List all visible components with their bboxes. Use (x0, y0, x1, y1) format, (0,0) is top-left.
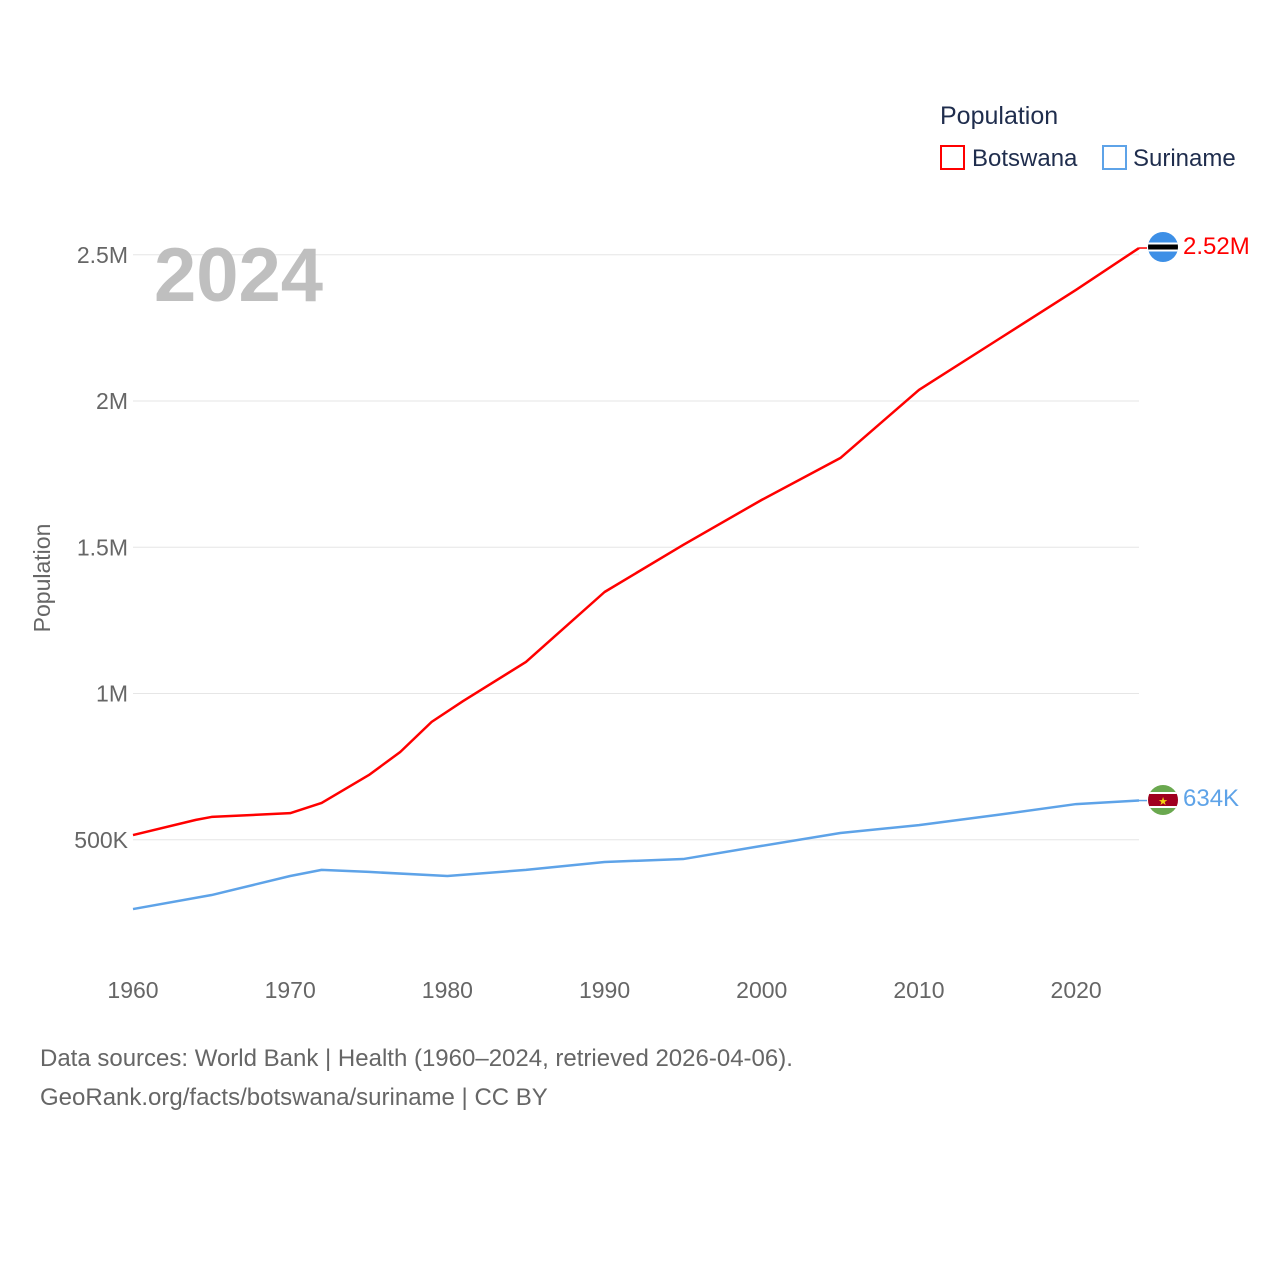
x-tick-label: 1990 (579, 977, 630, 1003)
legend-swatch-suriname (1102, 145, 1127, 170)
year-label: 2024 (154, 233, 323, 318)
legend-label-botswana: Botswana (972, 145, 1078, 172)
legend-title: Population (940, 102, 1058, 130)
suriname-flag-icon: ★ (1148, 785, 1178, 815)
y-axis: 500K 1M 1.5M 2M 2.5M (74, 242, 128, 853)
legend-item-suriname[interactable]: Suriname (1102, 145, 1236, 172)
legend-item-botswana[interactable]: Botswana (940, 145, 1078, 172)
x-tick-label: 1970 (265, 977, 316, 1003)
x-tick-label: 1980 (422, 977, 473, 1003)
botswana-flag-icon (1148, 232, 1178, 262)
end-label-suriname: 634K (1183, 785, 1239, 812)
grid (133, 254, 1139, 841)
y-tick-label: 1.5M (77, 534, 128, 560)
y-axis-label: Population (29, 524, 55, 633)
x-tick-label: 2020 (1051, 977, 1102, 1003)
y-tick-label: 2.5M (77, 242, 128, 268)
x-tick-label: 2010 (893, 977, 944, 1003)
x-tick-label: 2000 (736, 977, 787, 1003)
x-axis: 1960 1970 1980 1990 2000 2010 2020 (107, 977, 1101, 1003)
svg-text:★: ★ (1158, 796, 1168, 808)
footer-sources: Data sources: World Bank | Health (1960–… (40, 1045, 793, 1072)
series-line-botswana (132, 246, 1140, 837)
y-tick-label: 1M (96, 681, 128, 707)
x-tick-label: 1960 (107, 977, 158, 1003)
y-tick-label: 500K (74, 827, 128, 853)
series-lines (132, 246, 1147, 911)
series-line-suriname (132, 799, 1140, 911)
legend-swatch-botswana (940, 145, 965, 170)
footer-attribution: GeoRank.org/facts/botswana/suriname | CC… (40, 1084, 548, 1111)
legend-label-suriname: Suriname (1133, 145, 1236, 172)
legend: Population Botswana Suriname (940, 102, 1236, 172)
y-tick-label: 2M (96, 388, 128, 414)
end-label-botswana: 2.52M (1183, 233, 1250, 260)
